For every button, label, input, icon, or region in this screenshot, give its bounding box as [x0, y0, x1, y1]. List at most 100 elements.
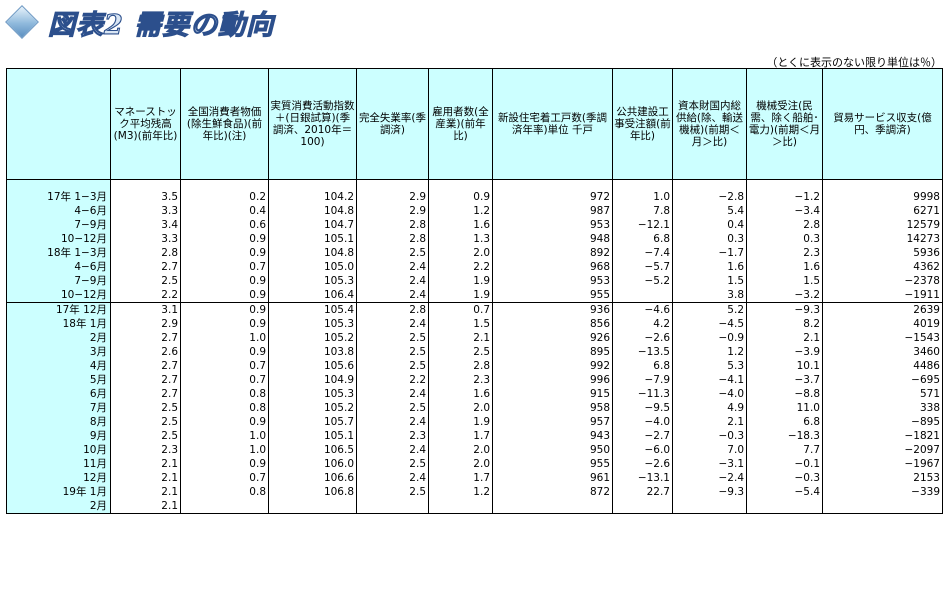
table-cell: −2097 — [822, 443, 943, 457]
table-cell: 2.7 — [110, 359, 181, 373]
table-cell: 3.3 — [110, 204, 181, 218]
table-cell: 7.7 — [746, 443, 823, 457]
table-cell: 1.0 — [612, 190, 673, 204]
table-cell: 2.5 — [110, 401, 181, 415]
title-bar: 図表2 需要の動向 — [4, 2, 274, 42]
table-cell: 2.5 — [356, 345, 429, 359]
monthly-row: 11月 2.1 0.9 106.0 2.5 2.0 955 −2.6 −3.1 −0.1 −1967 — [6, 457, 943, 471]
row-label: 2月 — [6, 499, 111, 514]
table-cell: 1.0 — [180, 331, 269, 345]
spacer-cell — [822, 179, 943, 190]
table-cell — [428, 499, 493, 514]
table-cell: 872 — [492, 485, 613, 499]
table-cell: 895 — [492, 345, 613, 359]
table-cell: 926 — [492, 331, 613, 345]
quarterly-row: 4−6月 3.3 0.4 104.8 2.9 1.2 987 7.8 5.4 −3.4 6271 — [6, 204, 943, 218]
table-cell: 2.6 — [110, 345, 181, 359]
table-cell: 892 — [492, 246, 613, 260]
table-cell: −5.7 — [612, 260, 673, 274]
table-cell — [746, 499, 823, 514]
monthly-row: 4月 2.7 0.7 105.6 2.5 2.8 992 6.8 5.3 10.1 4486 — [6, 359, 943, 373]
table-cell: −13.5 — [612, 345, 673, 359]
spacer-cell — [428, 179, 493, 190]
table-cell: 105.4 — [268, 302, 357, 317]
table-cell: −4.5 — [672, 317, 747, 331]
table-cell: 1.6 — [428, 218, 493, 232]
table-cell: −1911 — [822, 288, 943, 303]
table-cell: 950 — [492, 443, 613, 457]
table-cell: 104.9 — [268, 373, 357, 387]
table-cell: 103.8 — [268, 345, 357, 359]
quarterly-row: 18年 1−3月 2.8 0.9 104.8 2.5 2.0 892 −7.4 −1.7 2.3 5… — [6, 246, 943, 260]
table-cell: 2.5 — [110, 415, 181, 429]
row-label: 5月 — [6, 373, 111, 387]
table-cell: 2.3 — [428, 373, 493, 387]
table-cell: 2.9 — [356, 190, 429, 204]
table-cell: −3.7 — [746, 373, 823, 387]
row-label: 6月 — [6, 387, 111, 401]
row-label: 11月 — [6, 457, 111, 471]
table-cell — [180, 499, 269, 514]
table-cell: 2.5 — [110, 274, 181, 288]
table-cell: 961 — [492, 471, 613, 485]
table-cell: 2.5 — [356, 359, 429, 373]
table-cell: 11.0 — [746, 401, 823, 415]
header-employees: 雇用者数(全産業)(前年比) — [428, 68, 493, 180]
table-cell: 955 — [492, 288, 613, 303]
row-label: 10月 — [6, 443, 111, 457]
table-cell: 0.7 — [180, 471, 269, 485]
spacer-cell — [110, 179, 181, 190]
table-cell: 0.7 — [180, 260, 269, 274]
table-cell: 2.1 — [110, 485, 181, 499]
table-cell: 2.5 — [356, 246, 429, 260]
table-cell: 5.4 — [672, 204, 747, 218]
table-cell: 0.9 — [428, 190, 493, 204]
table-cell: −695 — [822, 373, 943, 387]
table-cell — [268, 499, 357, 514]
quarterly-row: 7−9月 2.5 0.9 105.3 2.4 1.9 953 −5.2 1.5 1.5 −2378 — [6, 274, 943, 288]
table-cell: −2.8 — [672, 190, 747, 204]
table-cell: 987 — [492, 204, 613, 218]
table-cell: 6.8 — [612, 232, 673, 246]
table-cell: 2.7 — [110, 260, 181, 274]
table-cell: −3.1 — [672, 457, 747, 471]
table-cell: 106.6 — [268, 471, 357, 485]
table-cell: −1967 — [822, 457, 943, 471]
monthly-row: 8月 2.5 0.9 105.7 2.4 1.9 957 −4.0 2.1 6.8 −895 — [6, 415, 943, 429]
table-cell: 2153 — [822, 471, 943, 485]
table-cell: 3.5 — [110, 190, 181, 204]
table-cell: 2.4 — [356, 288, 429, 303]
table-cell: −6.0 — [612, 443, 673, 457]
table-cell: −1.7 — [672, 246, 747, 260]
table-cell: 2.4 — [356, 471, 429, 485]
unit-note: （とくに表示のない限り単位は％） — [766, 56, 942, 69]
table-cell: 2.7 — [110, 387, 181, 401]
table-cell: 4486 — [822, 359, 943, 373]
table-cell: 0.7 — [180, 373, 269, 387]
table-cell: −4.6 — [612, 302, 673, 317]
table-cell: 2.4 — [356, 317, 429, 331]
table-cell: −2.6 — [612, 331, 673, 345]
table-cell: 1.3 — [428, 232, 493, 246]
table-cell: 0.9 — [180, 457, 269, 471]
header-machinery-orders: 機械受注(民需、除く船舶･電力)(前期＜月＞比) — [746, 68, 823, 180]
table-cell: 104.8 — [268, 204, 357, 218]
table-cell: 0.3 — [672, 232, 747, 246]
table-cell: 948 — [492, 232, 613, 246]
table-cell: 2.8 — [110, 246, 181, 260]
table-cell: 2.4 — [356, 415, 429, 429]
table-cell: −2378 — [822, 274, 943, 288]
diamond-bullet-icon — [5, 5, 39, 39]
table-cell: −0.3 — [672, 429, 747, 443]
table-cell: −339 — [822, 485, 943, 499]
monthly-row: 10月 2.3 1.0 106.5 2.4 2.0 950 −6.0 7.0 7.7 −2097 — [6, 443, 943, 457]
table-cell: −4.0 — [672, 387, 747, 401]
quarterly-row: 7−9月 3.4 0.6 104.7 2.8 1.6 953 −12.1 0.4 2.8 12579 — [6, 218, 943, 232]
table-cell: 0.8 — [180, 485, 269, 499]
header-housing-starts: 新設住宅着工戸数(季調済年率)単位 千戸 — [492, 68, 613, 180]
quarterly-row: 4−6月 2.7 0.7 105.0 2.4 2.2 968 −5.7 1.6 1.6 4362 — [6, 260, 943, 274]
table-cell: 2.8 — [428, 359, 493, 373]
table-cell: 953 — [492, 218, 613, 232]
table-cell: −4.0 — [612, 415, 673, 429]
table-cell: −13.1 — [612, 471, 673, 485]
